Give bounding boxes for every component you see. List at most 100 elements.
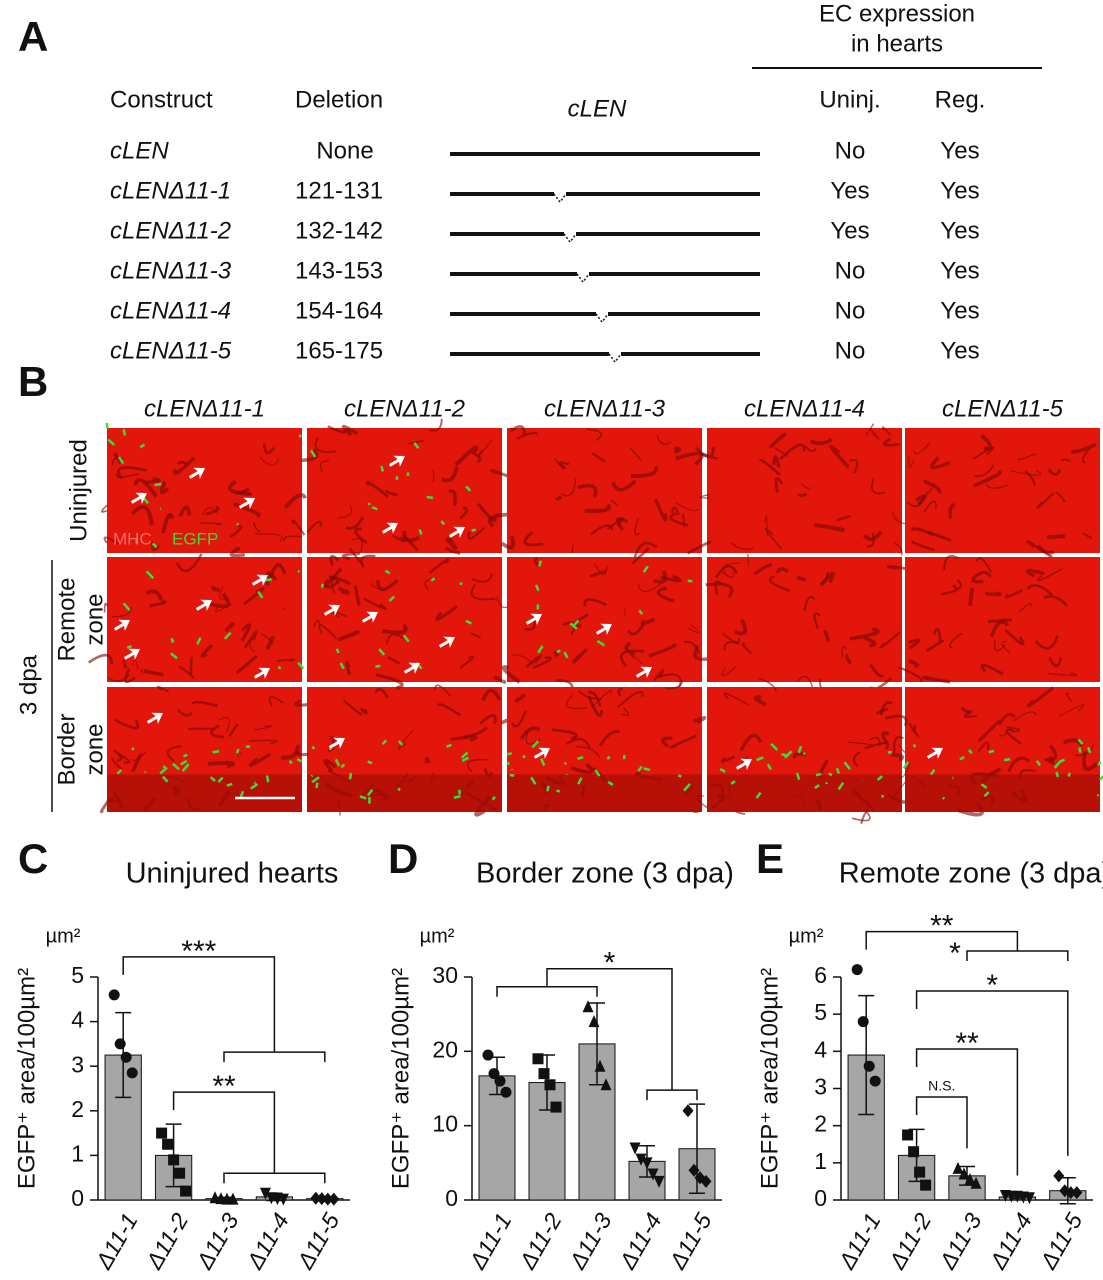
tissue-texture	[898, 666, 923, 683]
tissue-texture	[87, 653, 114, 665]
egfp-signal	[959, 755, 965, 761]
group-header: EC expression	[819, 0, 975, 27]
arrow	[595, 623, 612, 636]
arrow	[130, 492, 147, 505]
egfp-signal	[395, 476, 399, 480]
tissue-texture	[925, 639, 945, 653]
panel-label: E	[756, 835, 784, 882]
tissue-texture	[519, 726, 541, 740]
tissue-texture	[554, 495, 563, 501]
tissue-texture	[467, 758, 489, 772]
egfp-signal	[367, 502, 371, 506]
egfp-signal	[196, 637, 202, 645]
egfp-signal	[297, 569, 301, 574]
egfp-signal	[320, 583, 325, 588]
tissue-texture	[875, 707, 889, 715]
egfp-signal	[298, 434, 302, 438]
egfp-signal	[835, 767, 841, 775]
arrow	[113, 619, 130, 632]
egfp-signal	[151, 542, 158, 549]
tissue-texture	[398, 729, 415, 750]
tissue-texture	[493, 675, 507, 684]
egfp-signal	[309, 449, 317, 458]
tissue-texture	[481, 688, 502, 702]
egfp-signal	[596, 639, 606, 647]
tissue-texture	[516, 431, 539, 440]
tissue-texture	[1001, 640, 1012, 655]
arrow	[323, 604, 340, 617]
tissue-texture	[1047, 468, 1062, 476]
uninjured-expression: No	[835, 337, 866, 364]
tissue-texture	[758, 677, 778, 692]
tissue-texture	[993, 639, 1006, 652]
egfp-signal	[418, 529, 423, 535]
tissue-texture	[980, 434, 993, 451]
tissue-texture	[670, 506, 680, 516]
tissue-texture	[1074, 743, 1095, 757]
egfp-signal	[265, 775, 270, 783]
data-point	[635, 1153, 647, 1166]
tissue-texture	[696, 795, 708, 809]
significance-label: ***	[181, 935, 216, 968]
sub-bracket	[223, 1051, 326, 1063]
egfp-signal	[182, 753, 188, 758]
egfp-signal	[1096, 793, 1100, 797]
data-point	[653, 1175, 665, 1188]
data-point	[494, 1075, 506, 1087]
deletion-notch	[595, 313, 609, 324]
construct-name: cLENΔ11-5	[110, 337, 232, 364]
micrograph	[898, 555, 1100, 684]
egfp-signal	[170, 637, 175, 644]
data-point	[688, 1163, 700, 1177]
egfp-signal	[491, 795, 496, 801]
egfp-signal	[264, 578, 272, 582]
tissue-texture	[620, 649, 645, 668]
tissue-texture	[699, 493, 710, 499]
tissue-texture	[865, 423, 875, 436]
tissue-texture	[565, 694, 587, 710]
data-point	[168, 1154, 180, 1166]
significance-label: **	[955, 1027, 979, 1060]
uninjured-expression: No	[835, 137, 866, 164]
dark-region	[107, 774, 302, 812]
x-tick-label: Δ11-5	[1034, 1208, 1087, 1274]
arrow	[253, 667, 270, 680]
tissue-texture	[985, 483, 1008, 489]
egfp-signal	[988, 749, 995, 754]
tissue-texture	[218, 585, 228, 600]
micrograph	[296, 673, 517, 817]
tissue-texture	[1036, 568, 1063, 582]
tissue-texture	[1082, 751, 1099, 772]
tissue-texture	[908, 722, 920, 738]
x-tick-label: Δ11-2	[514, 1208, 567, 1274]
egfp-signal	[239, 790, 245, 798]
tissue-texture	[683, 640, 701, 655]
tissue-texture	[923, 500, 937, 513]
tissue-texture	[276, 658, 296, 662]
micrograph	[506, 673, 707, 814]
egfp-signal	[162, 775, 169, 783]
tissue-texture	[575, 745, 601, 759]
panel-label: B	[18, 358, 48, 405]
tissue-texture	[476, 502, 497, 523]
tissue-texture	[583, 598, 608, 607]
micrograph	[905, 428, 1100, 559]
egfp-signal	[1078, 747, 1082, 753]
y-tick-label: 1	[814, 1148, 827, 1174]
egfp-signal	[577, 777, 583, 785]
tissue-texture	[205, 505, 220, 516]
arrow	[403, 662, 420, 675]
tissue-texture	[448, 489, 457, 507]
deletion: None	[316, 137, 373, 164]
deletion: 143-153	[295, 257, 383, 284]
data-point	[500, 1086, 512, 1098]
tissue-texture	[565, 737, 591, 749]
tissue-texture	[454, 445, 479, 467]
tissue-texture	[630, 465, 658, 479]
egfp-signal	[983, 791, 990, 798]
tissue-texture	[434, 684, 452, 697]
tissue-texture	[1007, 756, 1030, 773]
tissue-texture	[1026, 686, 1055, 708]
tissue-texture	[354, 527, 368, 545]
tissue-texture	[479, 713, 497, 725]
